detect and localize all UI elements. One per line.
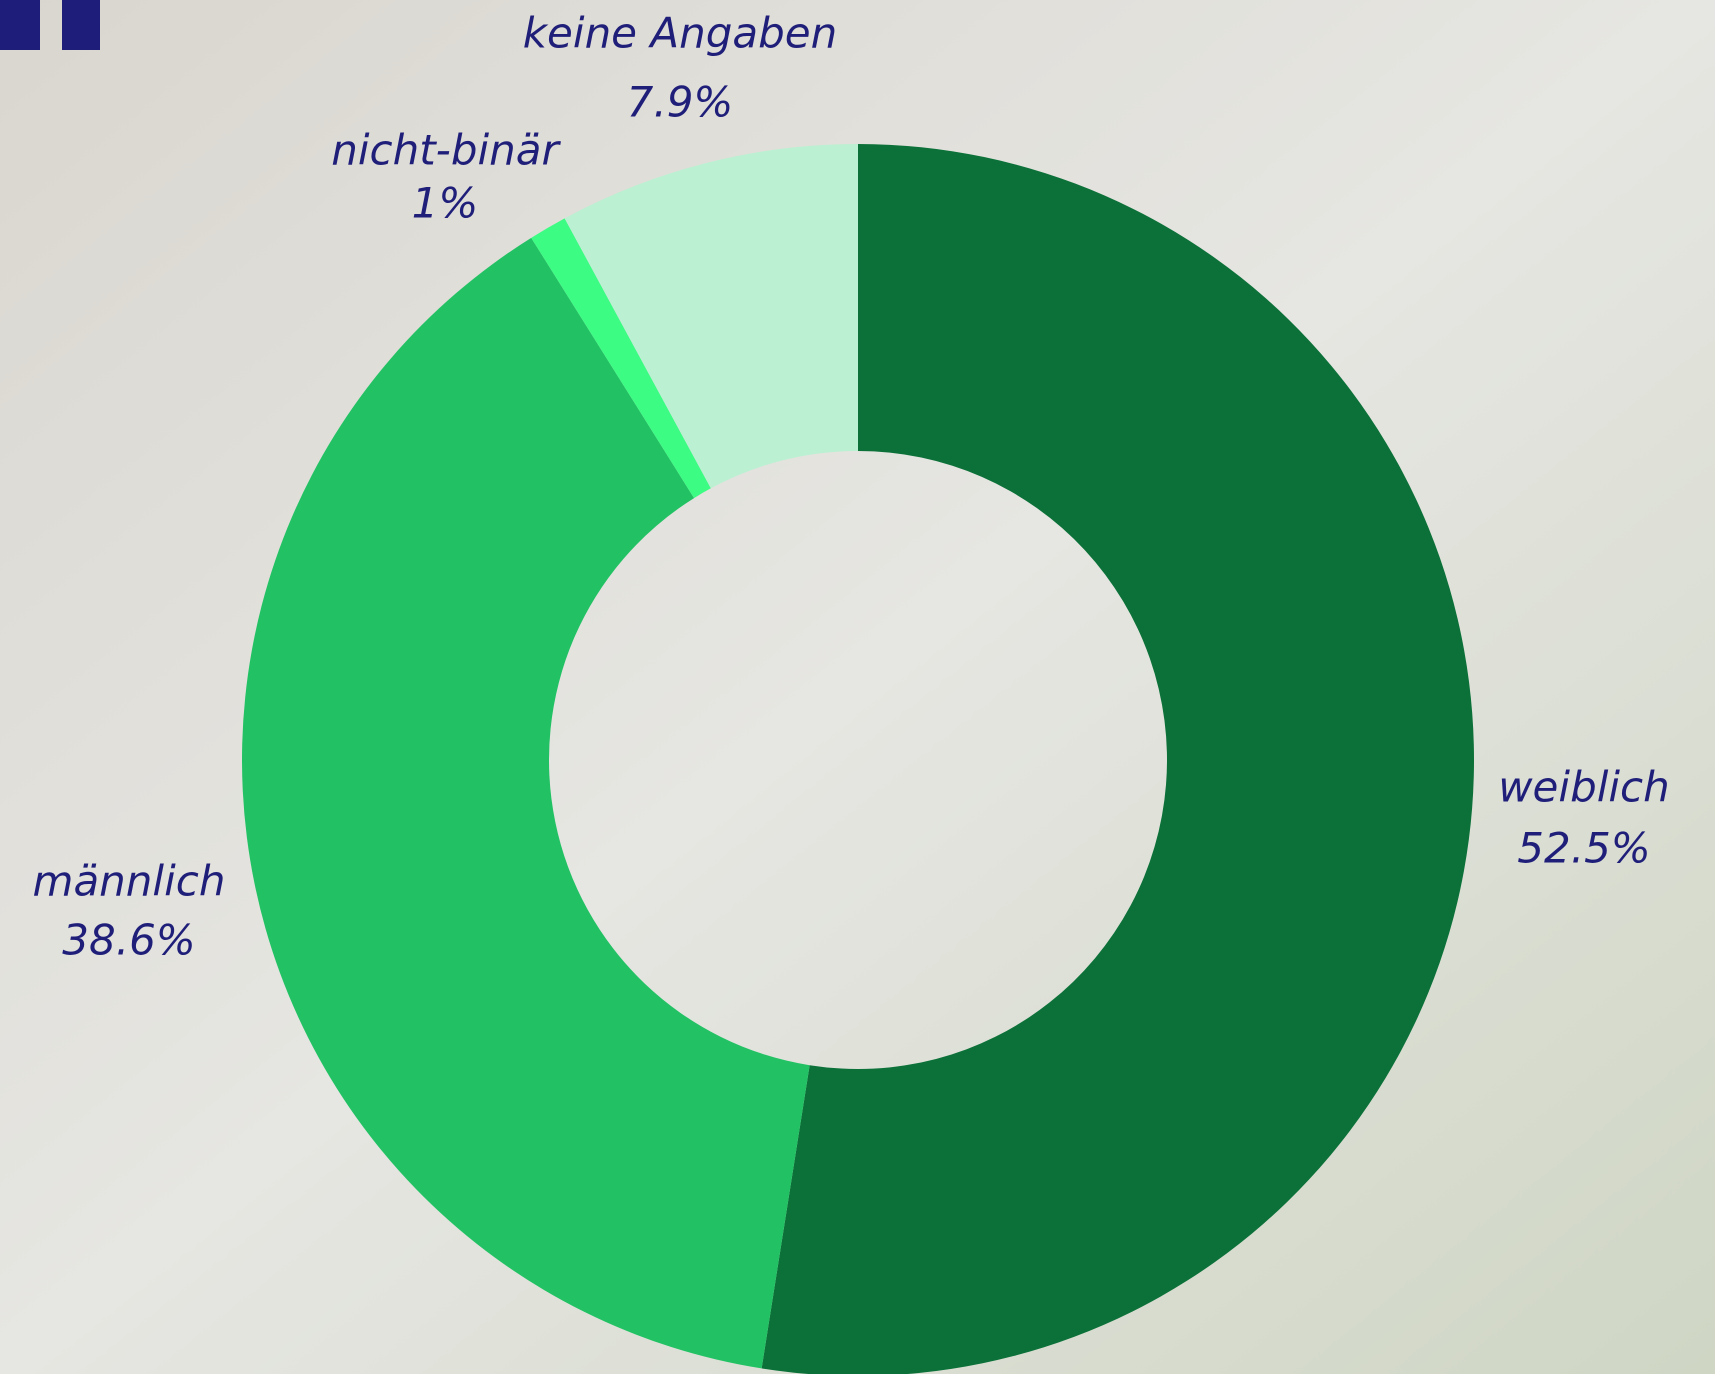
donut	[242, 144, 1474, 1374]
category-label: keine Angaben	[523, 9, 838, 58]
value-label: 38.6%	[62, 916, 195, 965]
donut-segment	[242, 237, 810, 1369]
donut-segment	[761, 144, 1474, 1374]
value-label: 1%	[412, 179, 479, 228]
value-label: 7.9%	[627, 78, 734, 127]
category-label: männlich	[33, 857, 226, 906]
heading-fragment	[0, 0, 40, 50]
donut-segment	[564, 144, 858, 489]
category-label: weiblich	[1498, 763, 1670, 812]
category-label: nicht-binär	[331, 126, 561, 175]
donut-segment	[531, 218, 711, 499]
value-label: 52.5%	[1517, 824, 1650, 873]
heading-fragment	[62, 0, 100, 50]
